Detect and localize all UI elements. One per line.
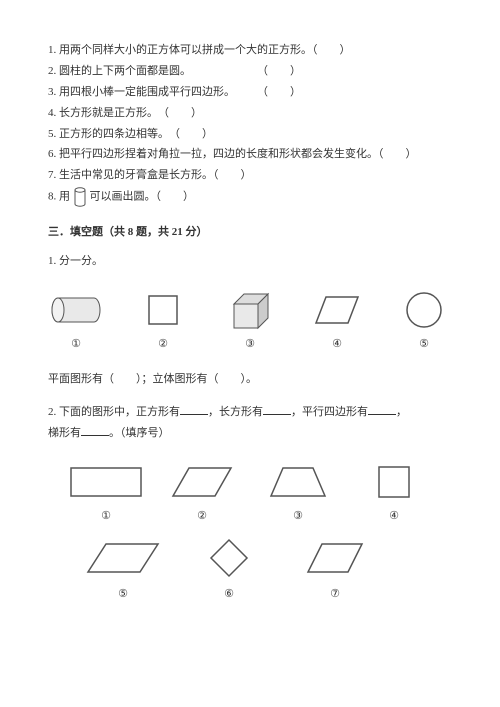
q1-labels-row: ① ② ③ ④ ⑤ (48, 334, 452, 355)
shape-parallelogram-2 (163, 462, 241, 502)
shape-parallelogram (309, 293, 365, 327)
tf-q1: 1. 用两个同样大小的正方体可以拼成一个大的正方形。（ ） (48, 40, 452, 61)
shape-cube (222, 290, 278, 330)
q2-labels-row2: ⑤ ⑥ ⑦ (48, 584, 452, 605)
q1-shapes-row (48, 290, 452, 330)
label2-1: ① (67, 506, 145, 527)
q2-text: 2. 下面的图形中，正方形有 ，长方形有 ，平行四边形有 ， (48, 402, 452, 423)
q2-labels-row1: ① ② ③ ④ (48, 506, 452, 527)
label2-2: ② (163, 506, 241, 527)
tf-q8: 8. 用 可以画出圆。（ ） (48, 186, 452, 208)
label-2: ② (135, 334, 191, 355)
shape-square (135, 292, 191, 328)
q2a: 2. 下面的图形中，正方形有 (48, 406, 180, 418)
q1-answer-text: 平面图形有（ ）；立体图形有（ ）。 (48, 369, 452, 390)
tf-q3: 3. 用四根小棒一定能围成平行四边形。 （ ） (48, 82, 452, 103)
shape-trapezoid (259, 462, 337, 502)
q2-text-line2: 梯形有 。（填序号） (48, 423, 452, 444)
q2-shapes-row2 (48, 536, 452, 580)
shape-square-2 (355, 462, 433, 502)
shape-trapezoid-2 (84, 538, 162, 578)
blank-icon (368, 404, 396, 415)
section3-title: 三．填空题（共 8 题，共 21 分） (48, 222, 452, 243)
label-5: ⑤ (396, 334, 452, 355)
q2b: ，长方形有 (208, 406, 263, 418)
tf-q5: 5. 正方形的四条边相等。 （ ） (48, 124, 452, 145)
q1-text: 1. 分一分。 (48, 251, 452, 272)
tf-q4: 4. 长方形就是正方形。 （ ） (48, 103, 452, 124)
label2-7: ⑦ (296, 584, 374, 605)
tf-q7: 7. 生活中常见的牙膏盒是长方形。（ ） (48, 165, 452, 186)
label2-5: ⑤ (84, 584, 162, 605)
q2e: 梯形有 (48, 427, 81, 439)
q2d: ， (396, 406, 407, 418)
shape-cylinder (48, 291, 104, 329)
q2f: 。（填序号） (109, 427, 170, 439)
tf-q2: 2. 圆柱的上下两个面都是圆。 （ ） (48, 61, 452, 82)
shape-parallelogram-3 (296, 538, 374, 578)
label2-4: ④ (355, 506, 433, 527)
blank-icon (81, 425, 109, 436)
blank-icon (180, 404, 208, 415)
tf-q8b: 可以画出圆。（ ） (90, 191, 195, 203)
label-3: ③ (222, 334, 278, 355)
q2c: ，平行四边形有 (291, 406, 368, 418)
label2-3: ③ (259, 506, 337, 527)
label-4: ④ (309, 334, 365, 355)
q2-shapes-row1 (48, 462, 452, 502)
small-cylinder-icon (73, 186, 87, 208)
blank-icon (263, 404, 291, 415)
tf-q6: 6. 把平行四边形捏着对角拉一拉，四边的长度和形状都会发生变化。（ ） (48, 144, 452, 165)
shape-diamond (190, 536, 268, 580)
shape-rectangle (67, 462, 145, 502)
tf-q8a: 8. 用 (48, 191, 70, 203)
label-1: ① (48, 334, 104, 355)
shape-circle (396, 290, 452, 330)
label2-6: ⑥ (190, 584, 268, 605)
